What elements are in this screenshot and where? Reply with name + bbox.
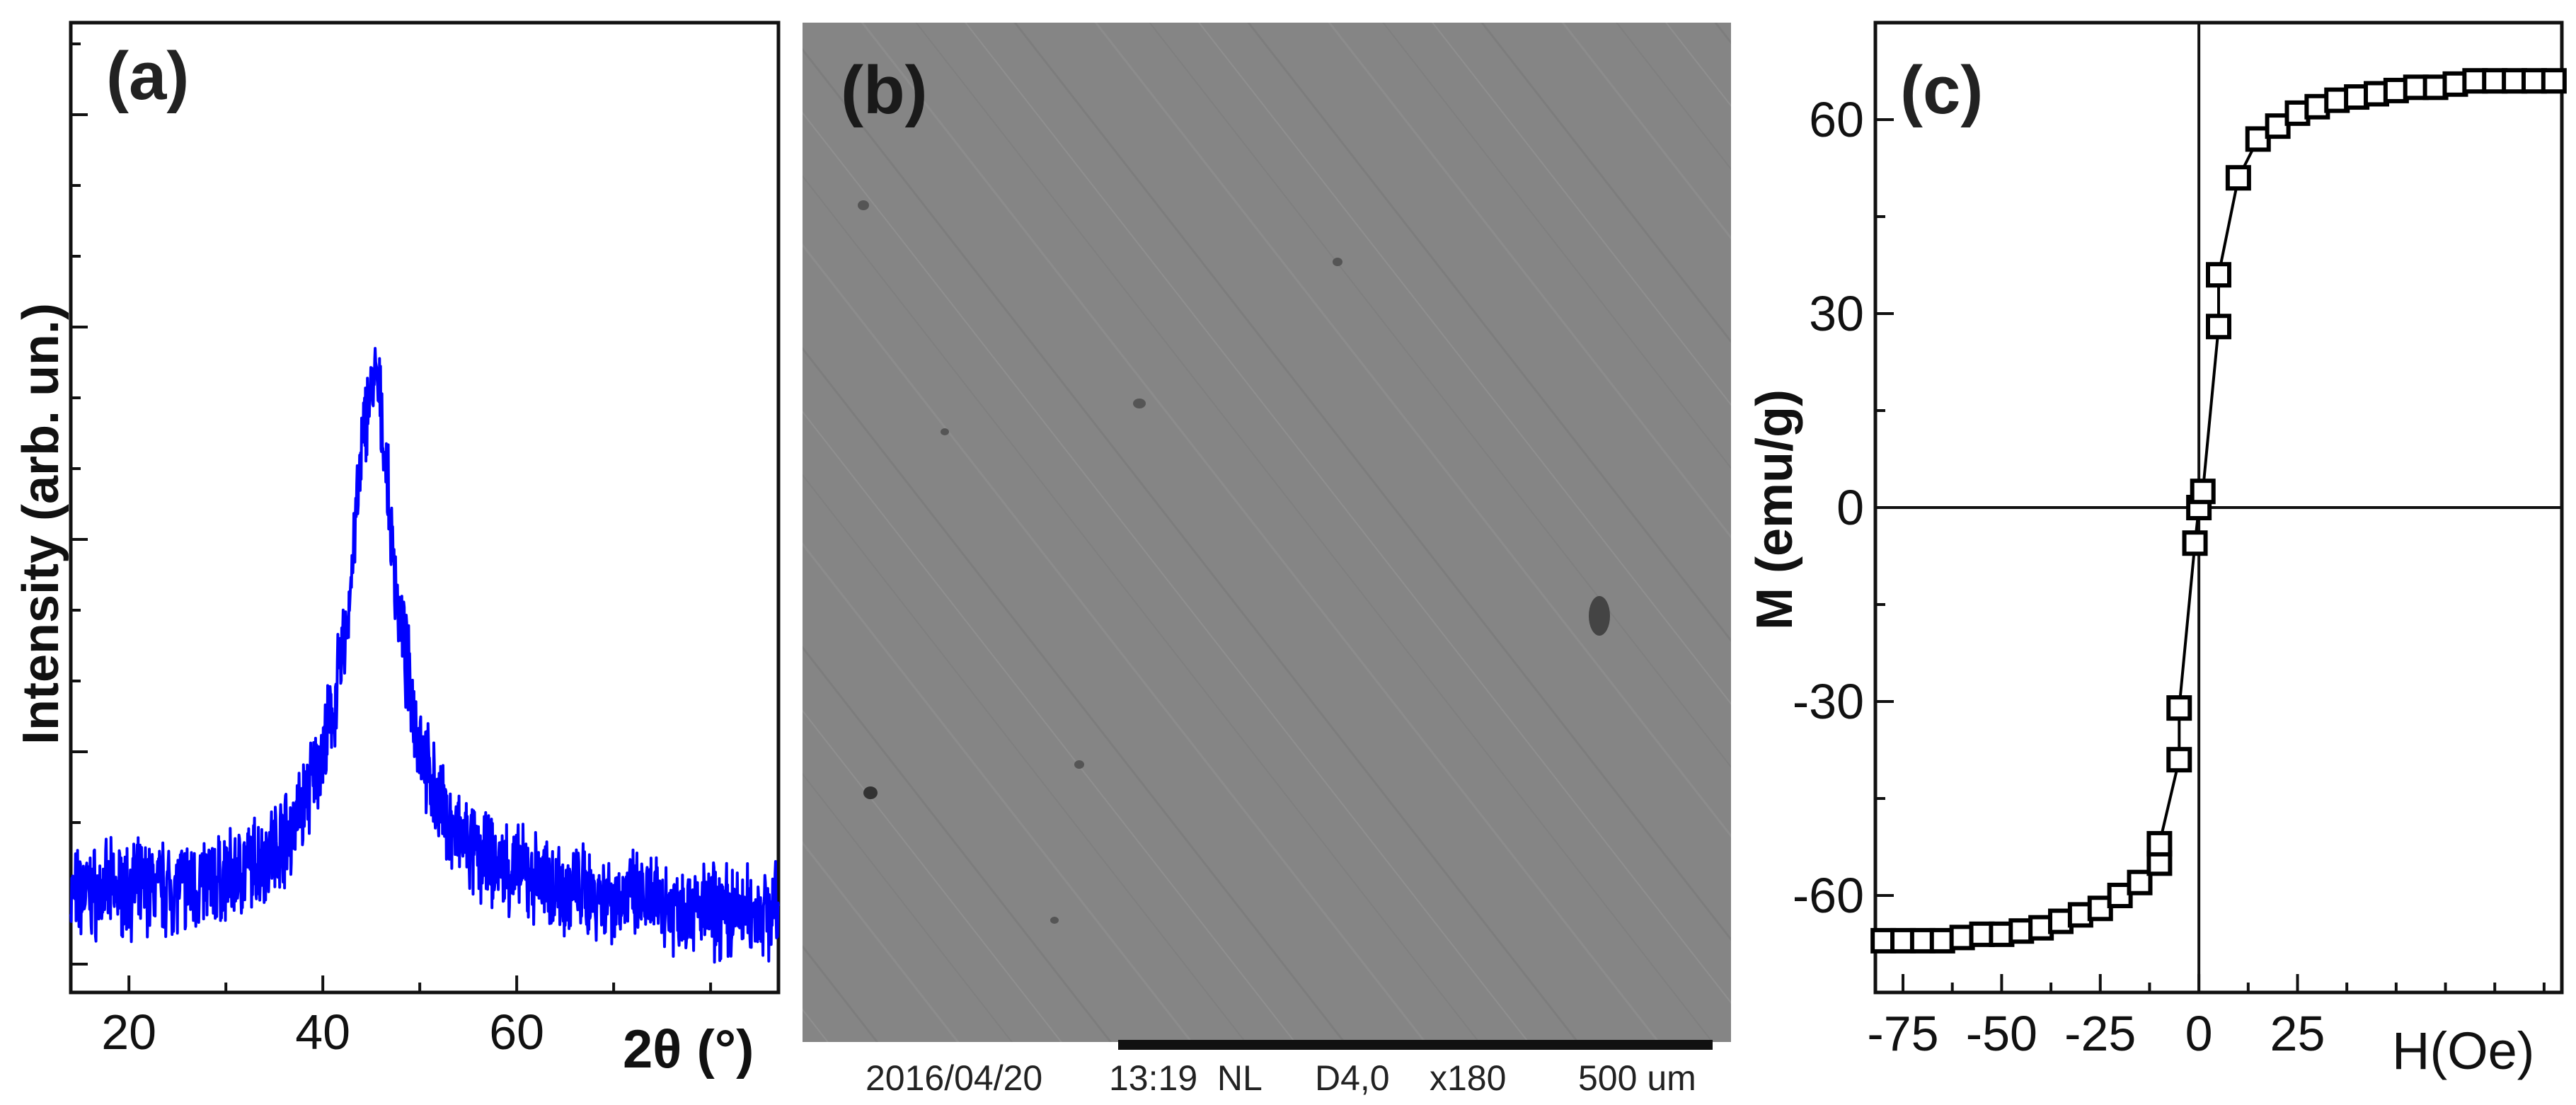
mh-x-tick-label: -75	[1867, 1006, 1938, 1061]
mh-data-point	[2127, 869, 2153, 895]
mh-y-tick-label: -30	[1793, 674, 1864, 729]
mh-y-tick-label: -60	[1793, 868, 1864, 923]
xrd-plot-frame	[69, 21, 781, 995]
xrd-x-tick-label: 20	[101, 1004, 156, 1060]
mh-data-point	[2245, 126, 2271, 152]
sem-image-area	[803, 23, 1731, 1042]
sem-footer-scale: 500 um	[1578, 1058, 1696, 1098]
mh-data-point	[2541, 68, 2567, 94]
sem-footer-date: 2016/04/20	[866, 1058, 1042, 1098]
sem-footer-time-mode: 13:19 NL	[1109, 1058, 1263, 1098]
mh-x-tick-label: 25	[2270, 1006, 2325, 1061]
mh-data-point	[2206, 314, 2231, 340]
sem-footer-magnification: x180	[1430, 1058, 1506, 1098]
xrd-x-axis-title: 2θ (°)	[623, 1019, 754, 1080]
mh-x-tick-label: -50	[1966, 1006, 2037, 1061]
sem-footer-detector: D4,0	[1315, 1058, 1390, 1098]
xrd-chart: 20 40 60 (a) Intensity (arb. un.) 2θ (°)	[13, 21, 781, 1080]
xrd-y-ticks	[71, 42, 88, 966]
mh-data-point	[2206, 262, 2231, 288]
sem-surface-defects	[858, 200, 1610, 924]
mh-markers	[1870, 68, 2567, 954]
xrd-x-tick-label: 60	[489, 1004, 544, 1060]
mh-x-tick-label: 0	[2185, 1006, 2213, 1061]
hysteresis-chart: -60 -30 0 30 60 -75 -50 -25 0 25 (c) M (emu/g) H…	[1747, 21, 2567, 1080]
mh-y-tick-label: 60	[1809, 92, 1864, 147]
mh-data-point	[2182, 530, 2208, 556]
mh-x-axis-title: H(Oe)	[2392, 1021, 2534, 1080]
mh-data-point	[2146, 830, 2173, 857]
xrd-y-axis-title: Intensity (arb. un.)	[13, 303, 69, 745]
mh-data-point	[2190, 479, 2216, 505]
panel-c-label: (c)	[1900, 52, 1983, 128]
mh-y-tick-label: 30	[1809, 286, 1864, 341]
mh-x-ticks: -75 -50 -25 0 25	[1867, 974, 2546, 1061]
panel-a-label: (a)	[106, 38, 189, 114]
mh-data-point	[2166, 747, 2192, 773]
sem-micrograph: (b) 2016/04/20 13:19 NL D4,0 x180 500 um	[803, 23, 1731, 1098]
xrd-x-tick-label: 40	[295, 1004, 350, 1060]
mh-x-tick-label: -25	[2064, 1006, 2136, 1061]
xrd-pattern-line	[69, 347, 780, 964]
mh-y-axis-title: M (emu/g)	[1747, 389, 1803, 630]
mh-data-point	[2166, 695, 2192, 721]
mh-data-point	[2225, 165, 2251, 191]
mh-y-tick-label: 0	[1836, 480, 1864, 535]
panel-b-label: (b)	[841, 52, 928, 128]
xrd-x-ticks: 20 40 60	[101, 975, 713, 1060]
mh-y-ticks: -60 -30 0 30 60	[1793, 21, 1894, 994]
